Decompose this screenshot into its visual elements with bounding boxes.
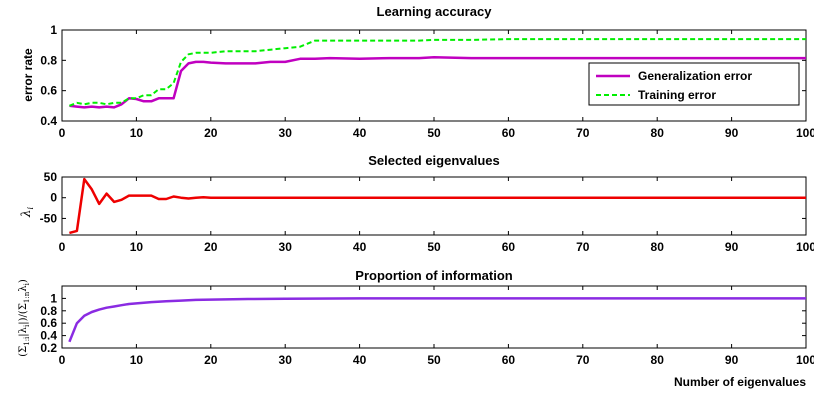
series-line-generalization-error xyxy=(69,56,806,109)
x-tick-label: 70 xyxy=(576,126,590,140)
x-tick-label: 60 xyxy=(502,240,516,254)
x-tick-label: 50 xyxy=(427,126,441,140)
y-tick-label: 0.6 xyxy=(40,316,57,330)
panel-selected-eigenvalues: Selected eigenvalues λi 0 10 20 30 40 50 60 70 8… xyxy=(19,153,814,254)
y-tick-label: 1 xyxy=(50,291,57,305)
x-tick-label: 90 xyxy=(725,353,739,367)
y-tick-label: 0.8 xyxy=(40,304,57,318)
y-tick-label: 0.4 xyxy=(40,114,57,128)
x-tick-label: 0 xyxy=(59,353,66,367)
x-tick-label: 100 xyxy=(796,353,814,367)
ticks-panel-1: 0 10 20 30 40 50 60 70 80 90 100 0.4 0.6 0.8 1 xyxy=(40,23,814,140)
y-tick-label: 0.6 xyxy=(40,84,57,98)
x-tick-label: 50 xyxy=(427,353,441,367)
x-tick-label: 60 xyxy=(502,126,516,140)
series-line-training-error xyxy=(69,38,806,107)
x-tick-label: 40 xyxy=(353,240,367,254)
x-tick-label: 100 xyxy=(796,240,814,254)
x-tick-label: 70 xyxy=(576,240,590,254)
x-tick-label: 20 xyxy=(204,126,218,140)
panel-learning-accuracy: Learning accuracy error rate 0 10 20 30 40 50… xyxy=(21,4,814,140)
panel-title-selected-eigenvalues: Selected eigenvalues xyxy=(368,153,500,168)
legend-label-training: Training error xyxy=(638,88,716,102)
x-tick-label: 30 xyxy=(279,240,293,254)
panel-title-proportion-information: Proportion of information xyxy=(355,268,512,283)
y-tick-label: 0.8 xyxy=(40,53,57,67)
ylabel-error-rate: error rate xyxy=(21,48,35,102)
series-line-panel3 xyxy=(68,297,806,343)
x-tick-label: 20 xyxy=(204,353,218,367)
y-tick-label: 1 xyxy=(50,23,57,37)
xlabel-number-of-eigenvalues: Number of eigenvalues xyxy=(674,375,806,389)
x-tick-label: 10 xyxy=(130,240,144,254)
legend-label-generalization: Generalization error xyxy=(638,69,752,83)
x-tick-label: 0 xyxy=(59,240,66,254)
x-tick-label: 90 xyxy=(725,126,739,140)
x-tick-label: 70 xyxy=(576,353,590,367)
series-panel-3 xyxy=(68,297,806,343)
x-tick-label: 20 xyxy=(204,240,218,254)
x-tick-label: 40 xyxy=(353,126,367,140)
x-tick-label: 80 xyxy=(651,353,665,367)
y-tick-label: 0.4 xyxy=(40,329,57,343)
svg-text:(Σ1:i|λi|)/(Σ1:nλi): (Σ1:i|λi|)/(Σ1:nλi) xyxy=(18,279,31,357)
x-tick-label: 30 xyxy=(279,126,293,140)
x-tick-label: 50 xyxy=(427,240,441,254)
x-tick-label: 10 xyxy=(130,126,144,140)
y-tick-label: 0.2 xyxy=(40,341,57,355)
ylabel-proportion: (Σ1:i|λi|)/(Σ1:nλi) xyxy=(18,279,31,357)
y-tick-label: 50 xyxy=(44,170,58,184)
x-tick-label: 80 xyxy=(651,240,665,254)
svg-text:λi: λi xyxy=(19,206,35,218)
ylabel-lambda-i: λi xyxy=(19,206,35,218)
x-tick-label: 30 xyxy=(279,353,293,367)
x-tick-label: 0 xyxy=(59,126,66,140)
axes-box-3 xyxy=(61,285,807,349)
x-tick-label: 40 xyxy=(353,353,367,367)
ticks-panel-2: 0 10 20 30 40 50 60 70 80 90 100 -50 0 50 xyxy=(40,170,814,254)
series-panel-2 xyxy=(69,177,806,235)
ticks-panel-3: 0 10 20 30 40 50 60 70 80 90 100 0.20.40.60.81 xyxy=(40,286,814,367)
series-panel-1 xyxy=(69,38,806,109)
legend: Generalization error Training error xyxy=(588,62,800,106)
panel-title-learning-accuracy: Learning accuracy xyxy=(377,4,493,19)
series-line-panel2 xyxy=(69,177,806,235)
panel-proportion-information: Proportion of information (Σ1:i|λi|)/(Σ1… xyxy=(18,268,814,389)
x-tick-label: 60 xyxy=(502,353,516,367)
x-tick-label: 10 xyxy=(130,353,144,367)
x-tick-label: 80 xyxy=(651,126,665,140)
x-tick-label: 100 xyxy=(796,126,814,140)
x-tick-label: 90 xyxy=(725,240,739,254)
legend-box xyxy=(588,62,800,106)
y-tick-label: -50 xyxy=(40,211,58,225)
axes-box-2 xyxy=(61,176,807,236)
y-tick-label: 0 xyxy=(50,191,57,205)
